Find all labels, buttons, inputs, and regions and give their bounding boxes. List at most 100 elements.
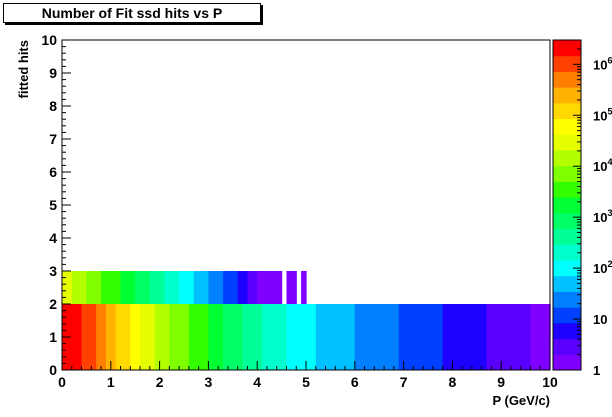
- heatmap-cell: [447, 304, 453, 337]
- color-scale-swatch: [553, 322, 581, 340]
- heatmap-cell: [81, 271, 87, 304]
- heatmap-cell: [276, 271, 283, 304]
- heatmap-cell: [208, 304, 214, 337]
- color-scale-swatch: [553, 228, 581, 245]
- heatmap-cell: [271, 271, 278, 304]
- heatmap-cell: [159, 304, 166, 337]
- heatmap-cell: [193, 271, 200, 304]
- heatmap-cell: [66, 271, 73, 304]
- heatmap-cell: [125, 271, 131, 304]
- x-tick-label: 10: [542, 374, 558, 390]
- heatmap-cell: [120, 271, 127, 304]
- x-tick-label: 6: [351, 374, 359, 390]
- heatmap-cell: [198, 271, 205, 304]
- color-scale-swatch: [553, 291, 581, 308]
- heatmap-cell: [345, 304, 351, 337]
- color-scale-swatch: [553, 102, 581, 120]
- heatmap-cell: [144, 304, 151, 337]
- heatmap-cell: [237, 304, 244, 337]
- color-scale-swatch: [553, 150, 581, 167]
- color-scale-swatch: [553, 212, 581, 230]
- heatmap-cell: [188, 304, 195, 337]
- heatmap-cell: [110, 271, 117, 304]
- heatmap-cell: [315, 304, 322, 337]
- heatmap-cell: [496, 304, 502, 337]
- heatmap-cell: [301, 304, 307, 337]
- heatmap-cell: [491, 304, 497, 337]
- y-tick-label: 0: [49, 362, 57, 378]
- y-tick-label: 6: [49, 164, 57, 180]
- heatmap-cell: [130, 271, 136, 304]
- heatmap-cell: [115, 271, 122, 304]
- color-scale-bar: [552, 39, 582, 371]
- heatmap-cell: [457, 304, 463, 337]
- heatmap-cell: [86, 271, 92, 304]
- heatmap-cell: [359, 304, 366, 337]
- heatmap-cell: [379, 304, 385, 337]
- color-scale-frame: [552, 39, 582, 371]
- heatmap-cell: [135, 304, 141, 337]
- heatmap-cell: [535, 304, 541, 337]
- color-scale-swatch: [553, 134, 581, 151]
- color-tick-label: 106: [593, 55, 612, 72]
- heatmap-cell: [266, 271, 273, 304]
- heatmap-cell: [452, 304, 458, 337]
- color-tick-label: 105: [593, 106, 612, 123]
- heatmap-cell: [169, 271, 175, 304]
- heatmap-cell: [364, 304, 371, 337]
- y-tick-label: 5: [49, 197, 57, 213]
- heatmap-cell: [242, 271, 249, 304]
- heatmap-cell: [257, 271, 263, 304]
- x-tick-label: 4: [253, 374, 261, 390]
- heatmap-cell: [135, 271, 141, 304]
- heatmap-cell: [140, 304, 146, 337]
- heatmap-cell: [506, 304, 512, 337]
- color-scale-swatch: [553, 118, 581, 135]
- color-scale-swatch: [553, 354, 581, 371]
- color-scale-swatch: [553, 307, 581, 324]
- heatmap-cell: [218, 304, 224, 337]
- color-tick-label: 1: [593, 363, 600, 378]
- heatmap-cell: [76, 304, 83, 337]
- heatmap-cell: [481, 304, 488, 337]
- heatmap-cell: [174, 304, 180, 337]
- color-scale-swatch: [553, 338, 581, 355]
- color-scale-swatch: [553, 260, 581, 277]
- heatmap-cell: [437, 304, 444, 337]
- heatmap-cells: [62, 271, 551, 370]
- heatmap-cell: [462, 304, 468, 337]
- color-tick-label: 102: [593, 259, 612, 276]
- heatmap-cell: [174, 271, 180, 304]
- heatmap-cell: [237, 271, 244, 304]
- heatmap-cell: [130, 304, 136, 337]
- heatmap-cell: [340, 304, 346, 337]
- heatmap-cell: [110, 304, 117, 337]
- heatmap-cell: [510, 304, 517, 337]
- heatmap-cell: [252, 304, 258, 337]
- heatmap-cell: [545, 304, 551, 337]
- y-tick-label: 9: [49, 65, 57, 81]
- heatmap-cell: [227, 271, 234, 304]
- heatmap-cell: [149, 304, 156, 337]
- heatmap-cell: [257, 304, 263, 337]
- heatmap-cell: [125, 304, 131, 337]
- heatmap-cell: [413, 304, 419, 337]
- heatmap-cell: [232, 304, 239, 337]
- heatmap-cell: [266, 304, 273, 337]
- heatmap-cell: [252, 271, 258, 304]
- heatmap-cell: [115, 304, 122, 337]
- color-scale-swatch: [553, 244, 581, 261]
- heatmap-cell: [203, 271, 209, 304]
- heatmap-cell: [66, 304, 73, 337]
- heatmap-cell: [208, 271, 214, 304]
- heatmap-cell: [525, 304, 532, 337]
- heatmap-cell: [501, 304, 507, 337]
- y-tick-label: 7: [49, 131, 57, 147]
- heatmap-cell: [179, 271, 185, 304]
- x-tick-label: 2: [156, 374, 164, 390]
- heatmap-cell: [330, 304, 336, 337]
- heatmap-cell: [223, 271, 229, 304]
- heatmap-cell: [403, 304, 410, 337]
